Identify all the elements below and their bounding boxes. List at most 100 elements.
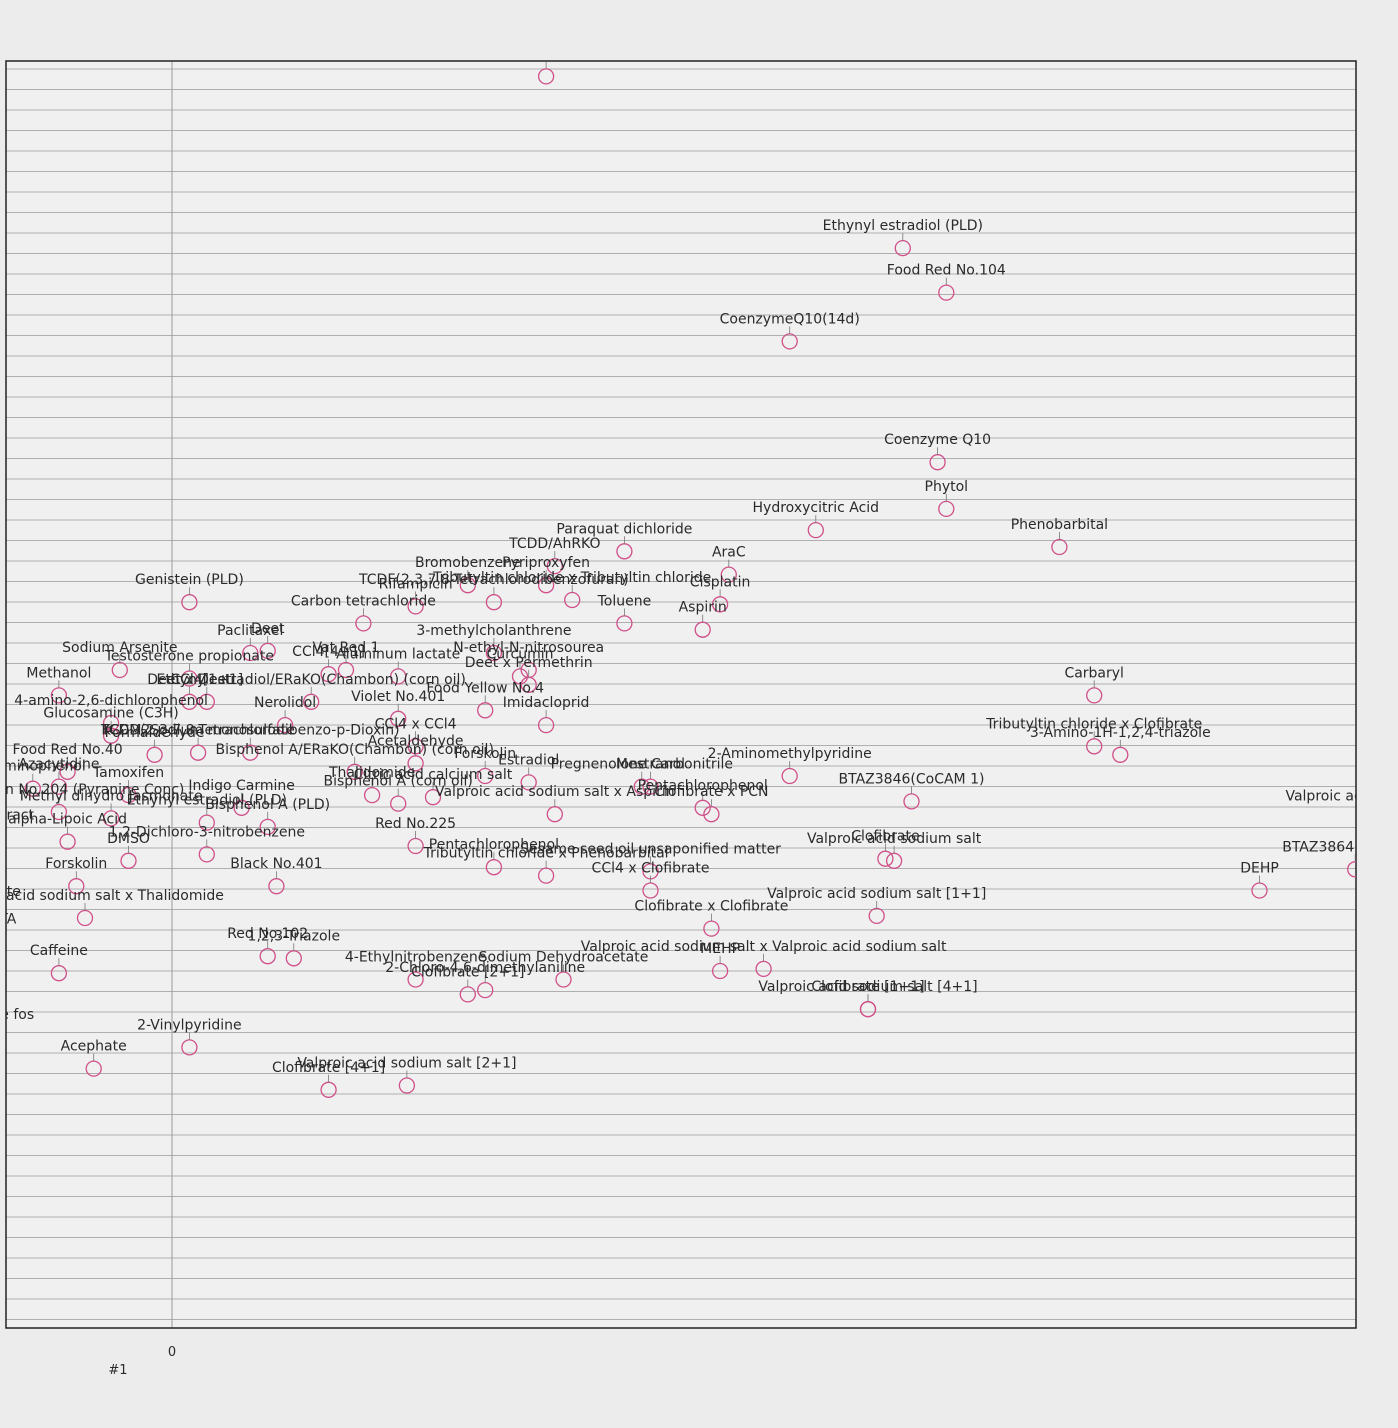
data-point[interactable]: 4-Ethylnitrobenzene — [345, 950, 486, 988]
data-point[interactable]: Coenzyme Q10 — [884, 432, 991, 471]
data-point[interactable]: Pregnenolone Carbonitrile — [551, 757, 733, 795]
data-point[interactable]: MEHP — [700, 941, 740, 980]
data-point[interactable]: KCCM2Sodium monosulfate — [101, 723, 295, 761]
data-point[interactable]: Tributyltin chloride x Phenobarbital — [423, 846, 669, 884]
data-point[interactable]: Plant extract — [0, 808, 35, 846]
data-point[interactable]: 4-Aminophenol — [0, 759, 86, 797]
data-point[interactable]: 4-amino-2,6-dichlorophenol — [14, 693, 208, 732]
data-point[interactable]: 3-methylcholanthrene — [416, 623, 571, 662]
data-point[interactable]: Sodium Dehydroacetate — [479, 950, 649, 988]
data-point[interactable]: All trans retinoic acid — [472, 46, 620, 85]
data-point[interactable]: Paclitaxel — [217, 623, 283, 662]
data-point[interactable]: Curcumin — [486, 646, 554, 685]
data-point[interactable]: Indigo Carmine — [188, 778, 295, 816]
data-point[interactable]: CCl4[1+1] — [170, 672, 243, 710]
data-point[interactable]: Food Yellow No.4 — [426, 680, 544, 719]
data-point[interactable]: Acetaldehyde — [368, 733, 464, 772]
data-point[interactable]: Clofibrate x PCN — [654, 784, 769, 823]
data-point[interactable]: Food Red No.40 — [13, 742, 123, 780]
point-marker[interactable] — [1365, 811, 1380, 826]
data-point[interactable]: Mestranol — [616, 757, 685, 795]
point-marker[interactable] — [0, 934, 7, 949]
data-point[interactable]: BTAZ3864(CoCAM 2) — [1282, 839, 1398, 878]
data-point[interactable]: Deet — [251, 621, 285, 660]
data-point[interactable]: Carbaryl — [1064, 665, 1124, 704]
data-point[interactable]: Clofibrate — [851, 829, 920, 867]
data-point[interactable]: Black No.401 — [230, 856, 323, 895]
data-point[interactable]: Tamoxifen — [92, 765, 164, 804]
data-point[interactable]: Aluminum lactate — [336, 646, 460, 685]
data-point[interactable]: Vat Red 1 — [313, 640, 380, 679]
data-point[interactable]: DEHP — [1240, 861, 1279, 899]
data-point[interactable]: Phytol — [925, 479, 969, 518]
data-point[interactable]: Forskolin — [45, 856, 107, 895]
data-point[interactable]: Formaldehyde — [105, 725, 205, 763]
data-point[interactable]: BTAZ3846(CoCAM 1) — [839, 771, 985, 810]
data-point[interactable]: EDTA — [0, 911, 17, 949]
data-point[interactable]: Deet x Permethrin — [465, 655, 593, 693]
data-point[interactable]: 3-Amino-1H-1,2,4-triazole — [1030, 725, 1211, 763]
data-point[interactable]: Valproic acid sodium salt — [807, 831, 982, 869]
data-point[interactable]: Food Red No.104 — [887, 263, 1006, 301]
data-point[interactable]: CoenzymeQ10(14d) — [720, 311, 860, 350]
data-point[interactable]: Carbon tetrachloride — [291, 593, 436, 632]
data-point[interactable]: Thalidomide — [328, 765, 415, 804]
data-point[interactable]: Pyriproxyfen — [502, 555, 590, 594]
data-point[interactable]: 1,2,3-Triazole — [248, 928, 341, 967]
data-point[interactable]: Bromobenzene — [415, 555, 521, 594]
data-point[interactable]: 2-Vinylpyridine — [137, 1017, 242, 1056]
data-point[interactable]: Caffeine — [30, 943, 88, 982]
data-point[interactable]: alpha-Lipoic Acid — [8, 812, 127, 850]
data-point[interactable]: Thiram tetrasulfide fos — [0, 1007, 34, 1045]
data-point[interactable]: Valproic acid sodium salt x Valproic aci… — [581, 939, 947, 978]
data-point[interactable]: Valproic acid sodium salt x Thalidomide — [0, 888, 224, 927]
data-point[interactable]: Sodium Arsenite — [62, 640, 177, 679]
data-point[interactable]: Bisphenol A/ERaKO(Chambon) (corn oil) — [215, 742, 494, 780]
data-point[interactable]: Valproic acid sodium salt [2+1] — [297, 1056, 516, 1094]
data-point[interactable]: Acephate — [61, 1039, 127, 1077]
data-point[interactable]: Pentachlorophenol — [429, 837, 559, 876]
data-point[interactable]: Hydroxycitric Acid — [753, 500, 880, 539]
data-point[interactable]: 2-Chloro-4,6-dimethylaniline — [385, 960, 585, 999]
data-point[interactable]: Cisplatin — [690, 574, 751, 613]
data-point[interactable]: Paraquat dichloride — [556, 521, 692, 560]
data-point[interactable]: Valproic acid sodium salt — [1285, 788, 1398, 826]
data-point[interactable]: Ethynyl estradiol (PLD) — [823, 218, 983, 257]
data-point[interactable]: Clofibrate [2+1] — [411, 964, 524, 1003]
data-point[interactable]: Clofibrate [4+1] — [272, 1060, 385, 1098]
data-point[interactable]: Valproic acid sodium salt [1+1] — [767, 886, 986, 925]
data-point[interactable]: Bisphenol A (PLD) — [205, 797, 330, 836]
data-point[interactable]: Methyl dihydro Jasmonate — [20, 788, 203, 827]
data-point[interactable]: Valproic acid sodium salt [4+1] — [758, 979, 978, 1018]
data-point[interactable]: Tributyltin chloride x Clofibrate — [985, 716, 1202, 755]
data-point[interactable]: Estradiol — [498, 752, 559, 791]
data-point[interactable]: Rifampicin — [379, 576, 453, 615]
data-point[interactable]: Bisphenol A (corn oil) — [324, 774, 473, 812]
data-point[interactable]: CCl4 x Clofibrate — [592, 861, 710, 899]
data-point[interactable]: 1,2-Dichloro-3-nitrobenzene — [109, 824, 305, 863]
data-point[interactable]: Forskolin — [454, 746, 516, 785]
data-point[interactable]: Clofibrate x Clofibrate — [634, 899, 788, 937]
data-point[interactable]: Ethynyl estradiol (PLD) — [127, 793, 287, 831]
data-point[interactable]: Tributyltin chloride x Tributyltin chlor… — [432, 570, 711, 609]
data-point[interactable]: Food Green No.204 (Pyranine Conc) — [0, 782, 184, 821]
data-point[interactable]: Valproic acid sodium salt x Aspirin — [435, 784, 675, 823]
data-point[interactable]: Ammonium sulfate — [0, 884, 21, 922]
data-point[interactable]: Methanol — [26, 665, 91, 704]
data-point[interactable]: Genistein (PLD) — [135, 572, 244, 611]
data-point[interactable]: Citric acid calcium salt — [354, 767, 513, 806]
data-point[interactable]: Toluene — [597, 593, 652, 632]
data-point[interactable]: AraC — [712, 545, 746, 583]
data-point[interactable]: Glucosamine (C3H) — [43, 706, 179, 744]
data-point[interactable]: Phenobarbital — [1011, 517, 1108, 556]
data-point[interactable]: Pentachlorophenol — [638, 778, 768, 816]
data-point[interactable]: 2-Aminomethylpyridine — [708, 746, 872, 785]
data-point[interactable]: Violet No.401 — [351, 689, 445, 727]
data-point[interactable]: Aspirin — [679, 600, 727, 638]
data-point[interactable]: Ethynylestradiol/ERaKO(Chambon) (corn oi… — [156, 672, 466, 710]
data-point[interactable]: Red No.102 — [227, 926, 308, 965]
data-point[interactable]: TCDD/AhRKO — [508, 536, 601, 575]
data-point[interactable]: Azacytidine — [18, 757, 99, 795]
data-point[interactable]: Nerolidol — [254, 695, 316, 734]
data-point[interactable]: TCDF(2,3,7,8-Tetrachlorodibenzofuran) — [358, 572, 629, 611]
